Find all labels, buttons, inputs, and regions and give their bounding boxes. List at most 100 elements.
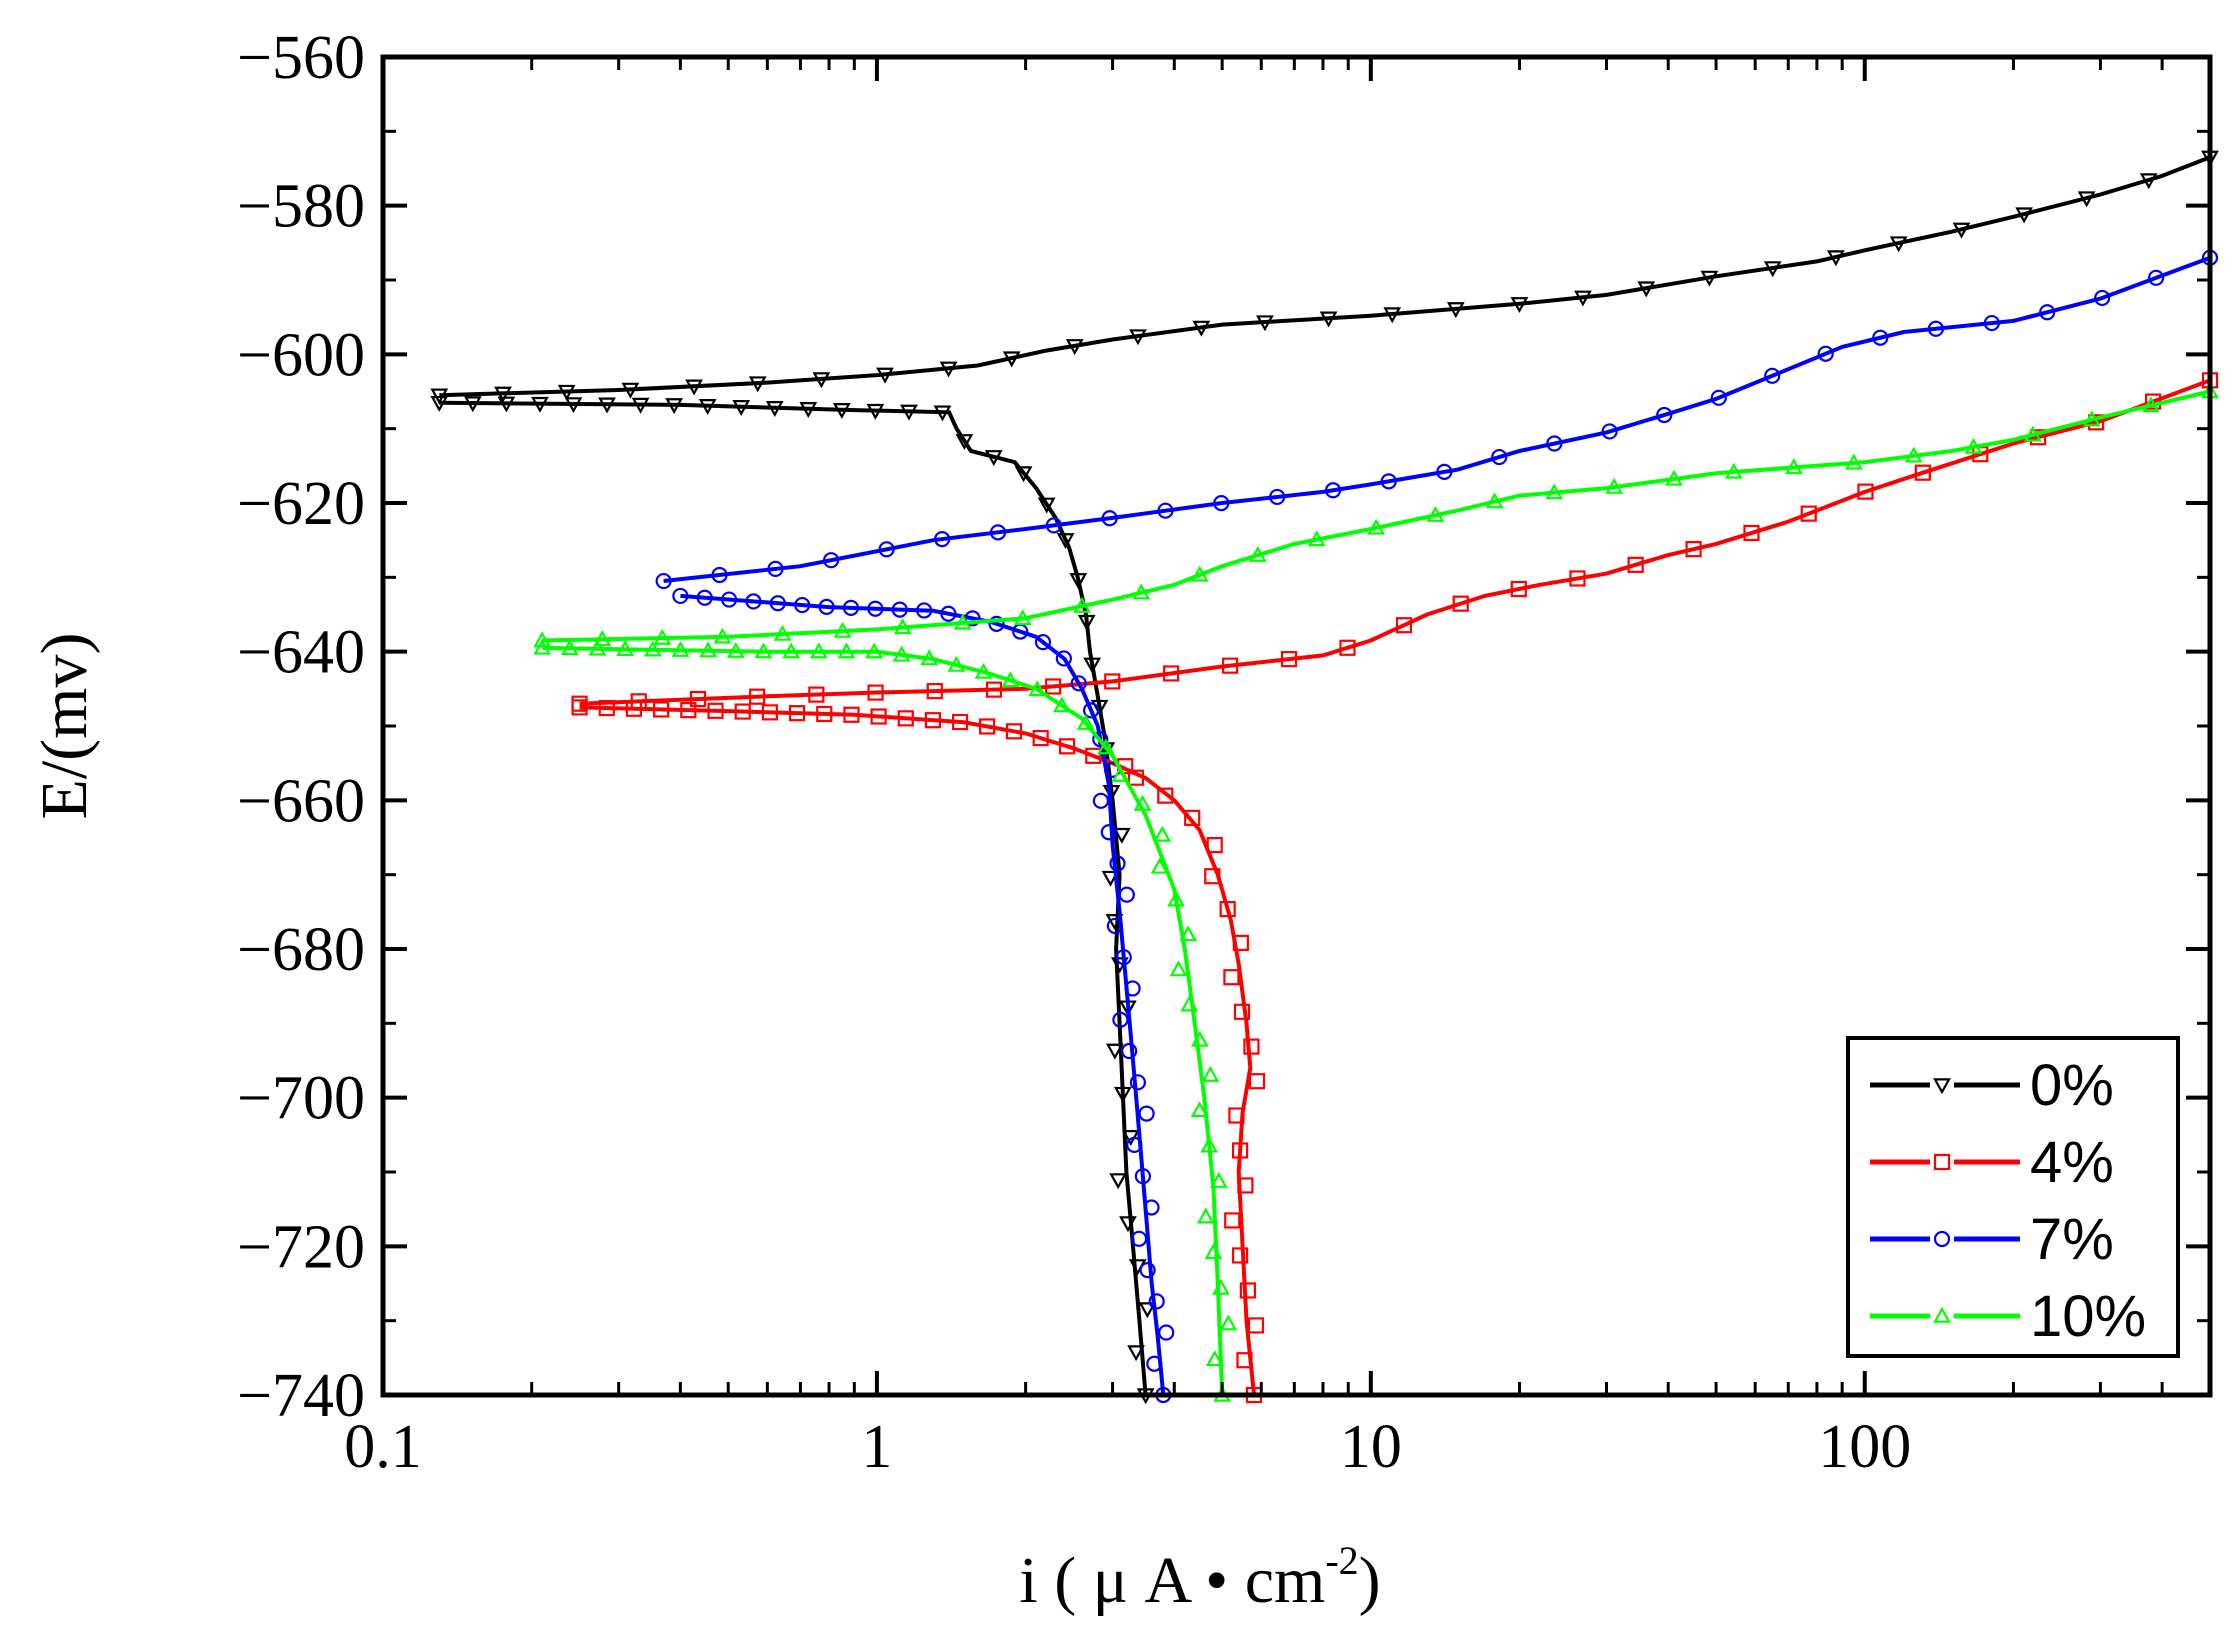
data-point <box>616 640 635 657</box>
data-point <box>1710 389 1727 406</box>
data-point <box>1150 857 1169 874</box>
data-point <box>1109 855 1126 872</box>
data-point <box>1106 917 1124 935</box>
data-point <box>1380 473 1397 490</box>
data-point <box>564 397 583 414</box>
data-point <box>1085 747 1102 764</box>
y-tick-label: −660 <box>237 767 365 835</box>
data-point <box>782 642 801 659</box>
y-tick-label: −580 <box>237 173 365 241</box>
data-point <box>1112 1011 1129 1028</box>
data-point <box>1092 792 1110 809</box>
data-point <box>951 713 969 731</box>
data-point <box>1228 1107 1245 1124</box>
data-point <box>655 572 672 590</box>
data-point <box>593 630 612 647</box>
data-point <box>1055 650 1072 667</box>
data-point <box>711 566 728 584</box>
data-point <box>953 613 972 630</box>
legend-marker <box>1933 1078 1951 1095</box>
data-point <box>598 699 615 717</box>
data-point <box>588 639 607 656</box>
data-point <box>1491 448 1508 466</box>
data-point <box>598 397 616 414</box>
data-point <box>1204 1243 1223 1260</box>
data-point <box>1223 969 1240 986</box>
legend-label: 4% <box>2030 1130 2114 1195</box>
data-point <box>1574 290 1592 307</box>
data-point <box>1826 250 1845 267</box>
data-point <box>1028 680 1047 697</box>
data-point <box>1111 765 1130 782</box>
data-point <box>1058 738 1076 755</box>
x-tick-label: 10 <box>1340 1413 1402 1481</box>
data-point <box>1685 541 1702 558</box>
data-point <box>1180 995 1199 1012</box>
data-point <box>1446 302 1465 319</box>
data-point <box>1219 1314 1238 1331</box>
data-point <box>1100 824 1117 841</box>
data-point <box>1239 1282 1256 1299</box>
data-point <box>934 530 951 548</box>
x-tick-label: 1 <box>861 1413 892 1481</box>
data-point <box>1904 446 1923 463</box>
data-point <box>893 618 912 635</box>
data-point <box>816 705 833 723</box>
data-point <box>1324 482 1342 499</box>
data-point <box>1053 696 1071 713</box>
data-point <box>1436 463 1453 480</box>
data-point <box>1844 453 1863 470</box>
data-point <box>1129 1074 1147 1091</box>
data-point <box>1724 462 1743 479</box>
data-point <box>1070 675 1087 692</box>
data-point <box>988 615 1005 632</box>
data-point <box>1190 565 1209 582</box>
data-point <box>812 372 831 389</box>
y-tick-label: −600 <box>237 321 365 389</box>
data-point <box>653 628 672 645</box>
data-point <box>940 605 957 622</box>
data-point <box>1148 1293 1165 1310</box>
data-point <box>1569 570 1586 587</box>
data-point <box>1090 699 1109 716</box>
data-point <box>1105 1043 1124 1060</box>
y-tick-label: −680 <box>237 916 365 984</box>
data-point <box>1601 423 1618 440</box>
data-point <box>1005 723 1023 740</box>
data-point <box>497 396 516 413</box>
data-point <box>1983 314 2000 332</box>
data-point <box>808 686 825 703</box>
data-point <box>1426 505 1445 522</box>
data-point <box>1113 1086 1132 1103</box>
y-tick-label: −640 <box>237 619 365 687</box>
data-point <box>1248 1073 1266 1090</box>
data-point <box>1743 524 1760 542</box>
y-tick-label: −740 <box>237 1362 365 1430</box>
data-point <box>1510 297 1529 314</box>
data-point <box>1069 573 1088 590</box>
data-point <box>1627 556 1644 573</box>
data-point <box>533 631 552 648</box>
data-point <box>1196 1207 1215 1224</box>
data-point <box>1763 261 1782 278</box>
data-point <box>788 705 806 722</box>
data-point <box>867 684 884 701</box>
data-point <box>916 602 933 619</box>
data-point <box>1269 488 1286 506</box>
data-point <box>833 621 852 638</box>
data-point <box>734 703 751 720</box>
legend-label: 0% <box>2030 1053 2114 1118</box>
data-point <box>978 718 996 735</box>
data-point <box>974 662 993 679</box>
data-point <box>794 596 811 614</box>
data-point <box>1219 901 1236 918</box>
data-point <box>2139 173 2158 190</box>
series-3 <box>533 382 2219 1402</box>
data-point <box>1817 345 1834 362</box>
data-point <box>837 642 856 659</box>
data-point <box>430 395 449 412</box>
data-point <box>1082 702 1100 719</box>
data-point <box>2082 410 2101 427</box>
data-point <box>745 593 762 610</box>
data-point <box>767 560 784 577</box>
